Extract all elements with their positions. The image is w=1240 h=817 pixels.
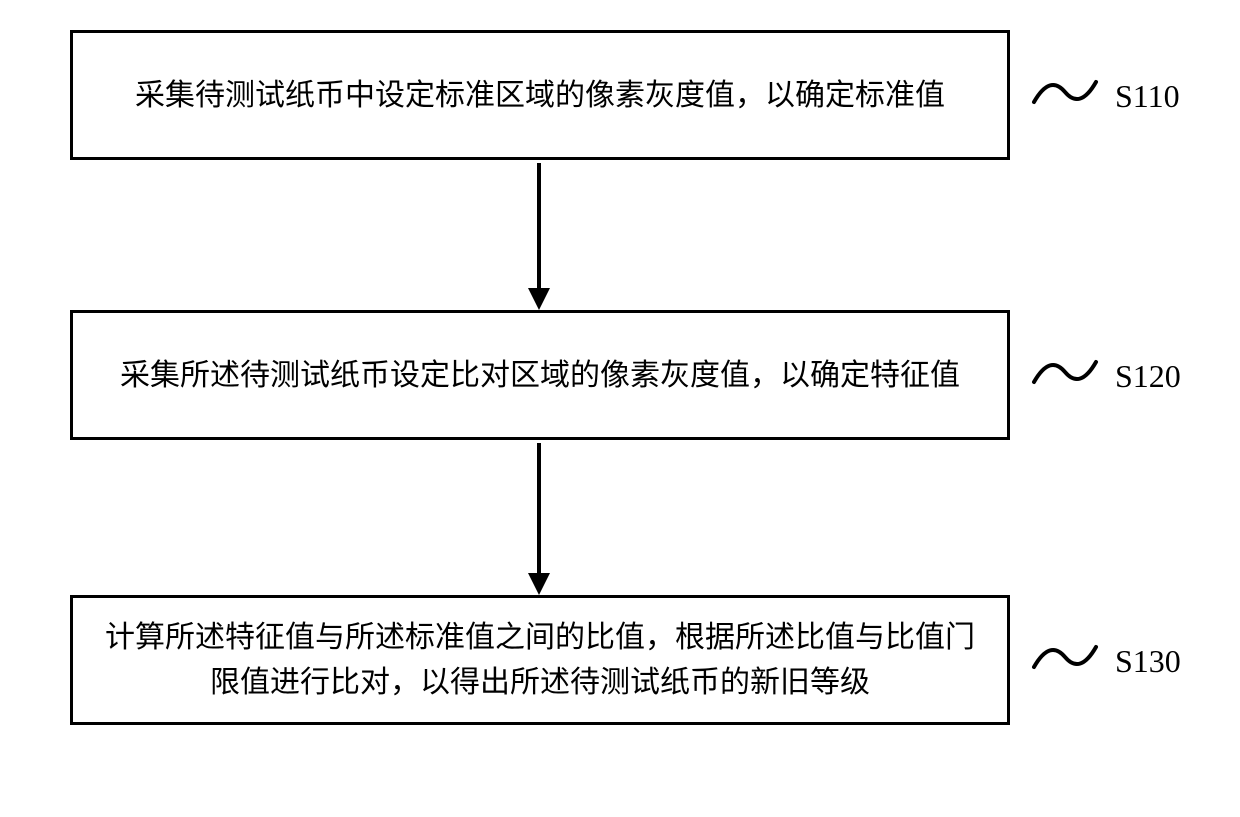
flowchart-node: 采集所述待测试纸币设定比对区域的像素灰度值，以确定特征值 [70, 310, 1010, 440]
flow-arrow-line [537, 163, 541, 290]
connector-tilde [1030, 72, 1100, 112]
flow-arrow-line [537, 443, 541, 575]
flowchart-container: 采集待测试纸币中设定标准区域的像素灰度值，以确定标准值 S110 采集所述待测试纸币… [0, 0, 1240, 817]
node-text: 采集待测试纸币中设定标准区域的像素灰度值，以确定标准值 [135, 73, 945, 118]
step-label: S130 [1115, 643, 1181, 680]
step-label: S120 [1115, 358, 1181, 395]
connector-tilde [1030, 352, 1100, 392]
connector-tilde [1030, 637, 1100, 677]
flowchart-node: 采集待测试纸币中设定标准区域的像素灰度值，以确定标准值 [70, 30, 1010, 160]
flowchart-node: 计算所述特征值与所述标准值之间的比值，根据所述比值与比值门限值进行比对，以得出所… [70, 595, 1010, 725]
node-text: 计算所述特征值与所述标准值之间的比值，根据所述比值与比值门限值进行比对，以得出所… [103, 615, 977, 705]
step-label: S110 [1115, 78, 1180, 115]
node-text: 采集所述待测试纸币设定比对区域的像素灰度值，以确定特征值 [120, 353, 960, 398]
flow-arrow-head [528, 573, 550, 595]
flow-arrow-head [528, 288, 550, 310]
